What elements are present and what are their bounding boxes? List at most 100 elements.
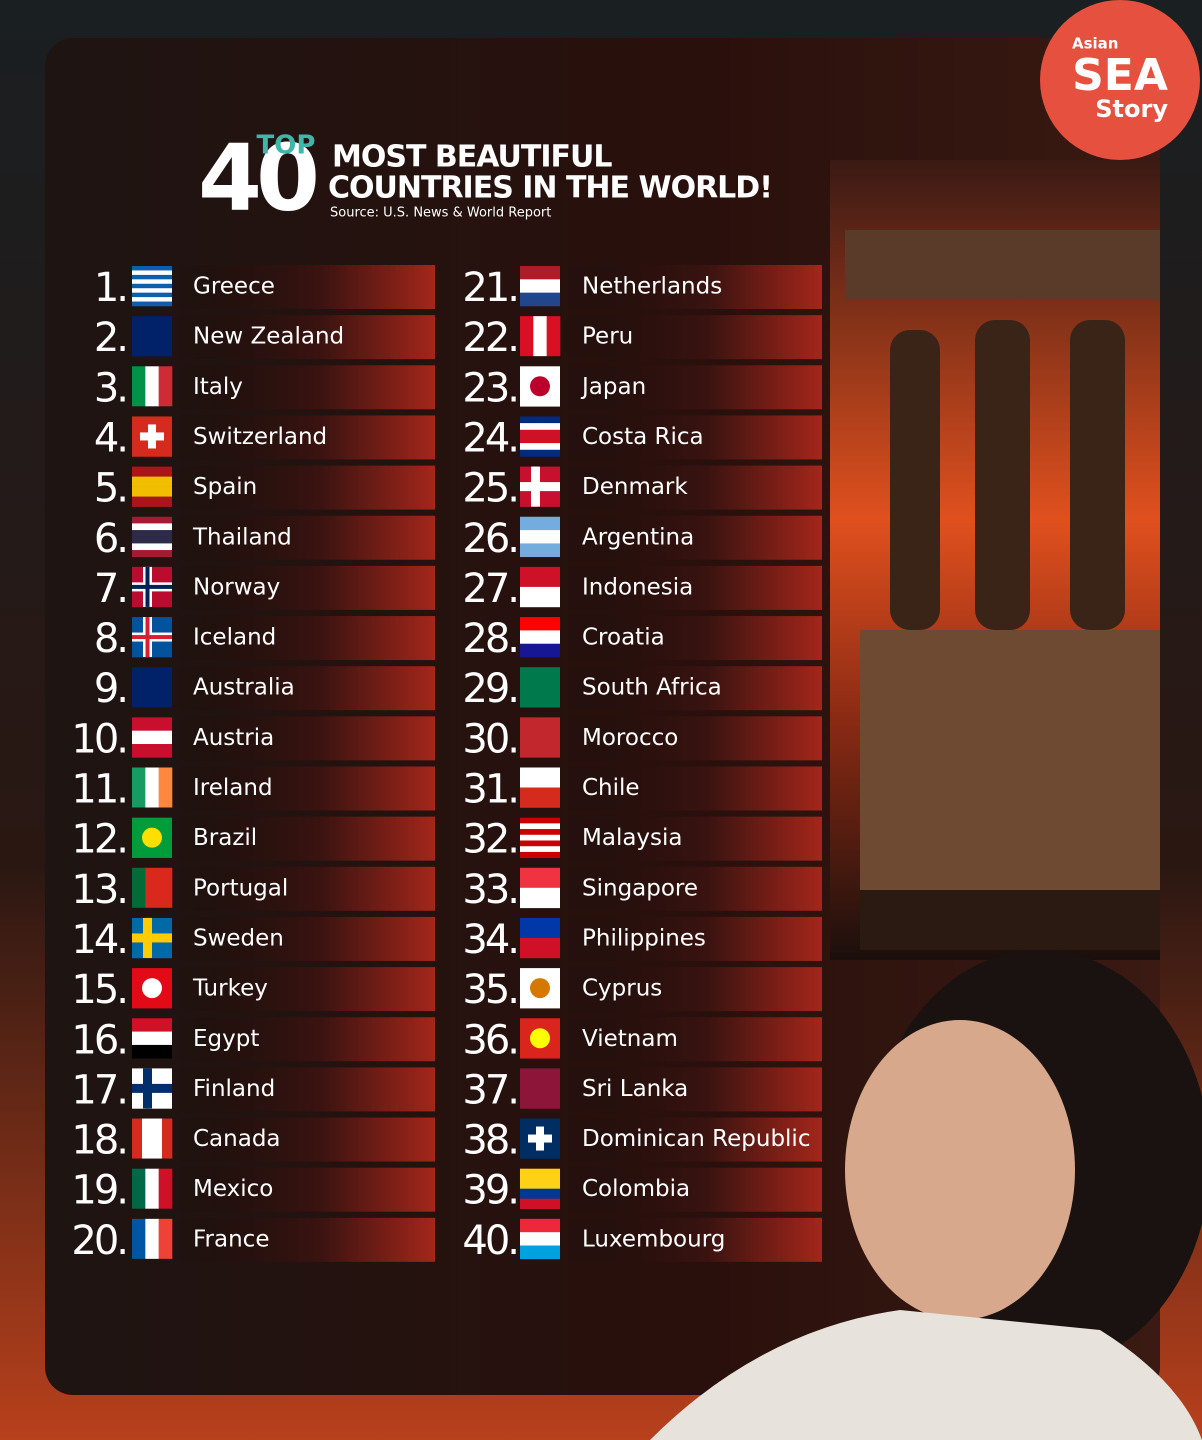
country-row: 29. South Africa (462, 666, 822, 712)
flag-stripe (132, 476, 172, 487)
flag-cross (132, 584, 172, 589)
header: 40 TOP MOST BEAUTIFUL COUNTRIES IN THE W… (198, 124, 773, 231)
country-row: 31. Chile (462, 766, 822, 813)
country-row: 24. Costa Rica (462, 415, 822, 461)
rank: 4. (94, 415, 126, 461)
logo-small: Asian (1072, 35, 1118, 53)
country-row: 26. Argentina (462, 515, 822, 562)
flag-stripe (520, 436, 560, 444)
country-list: 1. Greece 2. New Zealand 3. Italy 4. Switzerlan… (71, 265, 822, 1264)
rank: 5. (94, 466, 126, 512)
rank: 17. (71, 1067, 126, 1113)
country-row: 11. Ireland (71, 766, 435, 813)
flag-stripe (520, 887, 560, 909)
flag-stripe (132, 466, 172, 477)
logo-tail: Story (1095, 95, 1168, 123)
flag-stripe (145, 1218, 159, 1259)
rank: 37. (462, 1067, 517, 1113)
row-bar (180, 565, 435, 610)
row-bar (568, 616, 822, 661)
row-bar (180, 616, 435, 661)
flag-stripe (162, 1118, 173, 1159)
flag-emblem (530, 978, 550, 999)
rank: 26. (462, 516, 517, 562)
country-name: Malaysia (582, 825, 683, 851)
header-title-1: MOST BEAUTIFUL (332, 140, 612, 175)
row-bar (180, 967, 435, 1012)
flag-stripe (520, 1178, 560, 1189)
rank: 24. (462, 415, 517, 461)
flag-stripe (132, 867, 146, 908)
flag-stripe (520, 829, 560, 836)
flag-stripe (152, 1118, 163, 1159)
country-name: Colombia (582, 1176, 690, 1202)
row-bar (180, 265, 435, 309)
flag-stripe (520, 543, 560, 558)
flag-stripe (520, 316, 534, 357)
country-row: 23. Japan (462, 365, 822, 411)
rank: 7. (94, 566, 126, 612)
rank: 6. (94, 516, 126, 562)
country-name: South Africa (582, 675, 722, 701)
rank: 28. (462, 616, 517, 662)
flag-stripe (132, 536, 172, 544)
rank: 12. (71, 817, 126, 863)
rank: 35. (462, 967, 517, 1013)
flag-emblem (142, 827, 162, 848)
flag-stripe (132, 292, 172, 298)
flag-stripe (520, 667, 560, 708)
flag-stripe (158, 767, 173, 808)
rank: 39. (462, 1168, 517, 1214)
flag-stripe (158, 867, 173, 908)
flag-stripe (132, 1168, 146, 1209)
flag-cross (520, 484, 560, 489)
country-row: 18. Canada (71, 1117, 435, 1164)
rank: 23. (462, 365, 517, 411)
country-row: 14. Sweden (71, 916, 435, 963)
flag-stripe (520, 630, 560, 645)
rank: 29. (462, 666, 517, 712)
flag-stripe (520, 1245, 560, 1260)
flag-stripe (132, 550, 172, 558)
row-bar (180, 1167, 435, 1212)
country-name: France (193, 1226, 269, 1252)
country-row: 19. Mexico (71, 1167, 435, 1214)
country-name: Chile (582, 775, 640, 801)
woman-image (650, 950, 1202, 1440)
rank: 40. (462, 1218, 517, 1264)
flag-stripe (145, 366, 159, 407)
row-bar (568, 415, 822, 460)
rank: 10. (71, 716, 126, 762)
rank: 20. (71, 1218, 126, 1264)
flag-stripe (132, 717, 172, 731)
country-name: Philippines (582, 925, 706, 951)
flag-stripe (520, 566, 560, 588)
row-bar (180, 766, 435, 811)
flag-stripe (158, 1168, 173, 1209)
rank: 1. (94, 265, 126, 311)
row-bar (568, 515, 822, 560)
country-name: Peru (582, 324, 633, 350)
rank: 30. (462, 716, 517, 762)
country-name: Cyprus (582, 976, 662, 1002)
country-name: Thailand (192, 524, 292, 550)
country-name: Switzerland (193, 424, 327, 450)
row-bar (180, 666, 435, 711)
country-name: Vietnam (582, 1026, 678, 1052)
flag-stripe (132, 1118, 143, 1159)
row-bar (180, 415, 435, 460)
row-bar (180, 866, 435, 911)
flag-stripe (546, 316, 561, 357)
rank: 31. (462, 767, 517, 813)
flag-stripe (520, 1168, 560, 1179)
country-row: 16. Egypt (71, 1017, 435, 1063)
country-row: 9. Australia (94, 666, 435, 712)
country-row: 12. Brazil (71, 816, 435, 863)
flag-stripe (132, 516, 172, 524)
row-bar (568, 565, 822, 610)
rank: 15. (71, 967, 126, 1013)
row-bar (568, 916, 822, 961)
header-title-2: COUNTRIES IN THE WORLD! (328, 171, 772, 206)
flag-stripe (132, 266, 172, 271)
